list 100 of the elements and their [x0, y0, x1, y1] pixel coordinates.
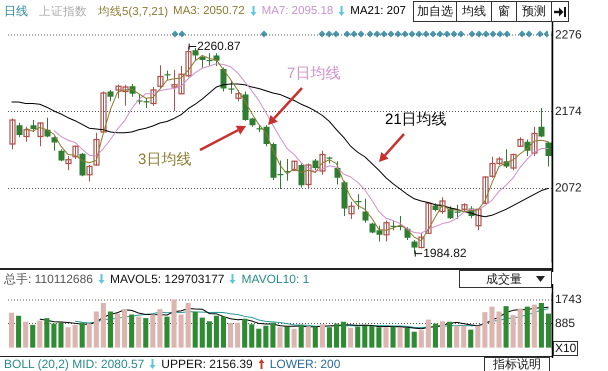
bar	[376, 327, 382, 348]
candlestick	[164, 70, 170, 80]
bar	[157, 309, 162, 348]
chart-title: 日线	[4, 2, 28, 20]
candlestick	[298, 163, 304, 188]
bar	[532, 304, 537, 348]
text: 21日均线	[385, 111, 447, 128]
y-tick-label: 2072	[555, 180, 582, 195]
bar	[256, 328, 262, 348]
bar	[518, 308, 523, 348]
bar	[426, 320, 431, 348]
candlestick	[192, 47, 198, 60]
candlestick	[425, 202, 432, 235]
bar	[108, 312, 113, 348]
bar	[341, 322, 346, 348]
text: 成交量	[486, 270, 522, 288]
bar	[66, 327, 71, 348]
bar	[320, 324, 325, 348]
candlestick	[65, 156, 72, 171]
bar	[51, 324, 56, 348]
candlestick	[531, 126, 538, 157]
bar	[178, 314, 184, 348]
bar	[482, 312, 488, 348]
chart-subtitle: 上证指数	[39, 4, 87, 18]
bar	[418, 330, 424, 348]
y-axis-title: X10	[553, 341, 578, 356]
candlestick	[150, 86, 157, 106]
bar	[72, 324, 78, 348]
bar	[249, 324, 254, 348]
bar	[390, 326, 396, 348]
bar	[284, 326, 290, 348]
text: 加自选	[413, 1, 457, 22]
bar	[164, 316, 170, 348]
y-tick-label: 1743	[555, 292, 582, 306]
candlestick	[200, 54, 206, 68]
text: 7日均线	[287, 65, 340, 82]
bar	[44, 318, 50, 348]
bar	[86, 324, 92, 348]
bar	[334, 324, 340, 348]
candlestick	[538, 107, 544, 138]
candlestick	[52, 136, 58, 152]
candlestick	[157, 64, 164, 89]
bar	[369, 326, 374, 348]
text: 指标说明	[484, 357, 550, 371]
bar	[398, 327, 403, 348]
bar	[546, 314, 552, 348]
bar	[440, 321, 446, 348]
text: MAVOL10: 1	[241, 272, 310, 286]
bar	[312, 326, 318, 348]
candlestick	[100, 90, 107, 134]
text: 均线	[456, 1, 492, 22]
candlestick	[9, 118, 16, 150]
bar	[94, 312, 99, 348]
bar	[206, 321, 212, 348]
bar	[220, 316, 226, 348]
bar	[143, 318, 148, 348]
bar	[461, 326, 466, 348]
text: 3日均线	[138, 151, 192, 168]
candlestick	[16, 122, 22, 138]
candlestick	[510, 153, 517, 171]
bar	[432, 324, 438, 348]
bar	[306, 326, 311, 348]
bar	[447, 322, 452, 348]
bar	[475, 326, 480, 348]
text: UPPER: 2156.39	[161, 357, 253, 371]
bar	[348, 328, 354, 348]
annotation: 2260.87	[197, 38, 241, 53]
bar	[242, 318, 248, 348]
bar	[263, 326, 268, 348]
bar	[524, 306, 530, 348]
bar	[538, 303, 544, 348]
candlestick	[235, 89, 242, 102]
candlestick	[383, 220, 390, 242]
y-tick-label: 885	[555, 316, 576, 330]
candlestick	[37, 122, 44, 147]
bar	[171, 299, 177, 348]
text: BOLL (20,2) MID: 2080.57	[4, 357, 144, 371]
candlestick	[58, 148, 64, 162]
candlestick	[475, 208, 482, 231]
candlestick	[86, 164, 93, 182]
text: 总手: 110112686	[4, 270, 93, 288]
bar	[100, 303, 106, 348]
bar	[292, 328, 297, 348]
candlestick	[108, 89, 114, 102]
bar	[235, 322, 240, 348]
candlestick	[291, 160, 298, 172]
bar	[16, 316, 22, 348]
candlestick	[348, 201, 355, 220]
bar	[58, 322, 64, 348]
text: 预测	[516, 1, 552, 22]
candlestick	[546, 141, 552, 168]
bar	[510, 315, 516, 348]
bar	[114, 314, 120, 348]
bar	[228, 322, 234, 348]
bar	[150, 314, 156, 348]
bar	[412, 332, 417, 348]
bar	[186, 303, 191, 348]
bar	[136, 316, 142, 348]
bar	[270, 322, 276, 348]
bar	[404, 328, 410, 348]
